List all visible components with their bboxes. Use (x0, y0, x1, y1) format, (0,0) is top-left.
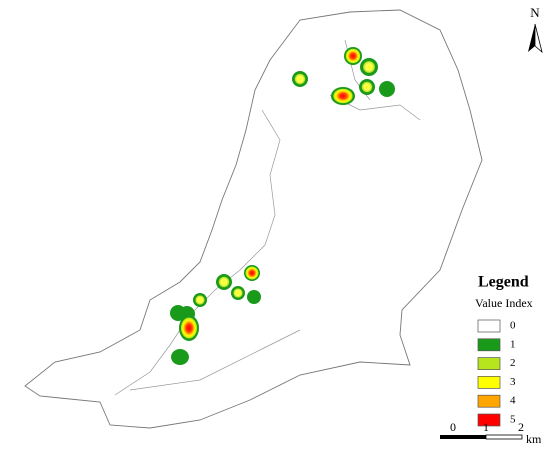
scale-label: 1 (483, 420, 489, 434)
legend-swatch (477, 338, 501, 352)
hotspot (216, 274, 232, 290)
legend-label: 3 (510, 376, 516, 388)
legend: 0 1 2 3 4 5 (477, 319, 516, 427)
hotspot (344, 47, 362, 65)
hotspot (179, 315, 199, 341)
hotspots (170, 47, 395, 365)
north-label: N (530, 5, 540, 20)
scale-label: 2 (518, 420, 524, 434)
hotspot (359, 79, 375, 95)
river (114, 39, 421, 396)
legend-label: 5 (510, 414, 516, 426)
legend-label: 0 (510, 320, 516, 332)
hotspot (292, 71, 308, 87)
hotspot (360, 58, 378, 76)
arrow-half (534, 23, 543, 54)
scale-label: 0 (450, 420, 456, 434)
scale-unit: km (526, 432, 542, 446)
legend-label: 4 (510, 395, 516, 407)
hotspot (247, 290, 261, 304)
hotspot (244, 265, 260, 281)
scale-segment (485, 434, 523, 440)
hotspot (379, 81, 395, 97)
legend-swatch (477, 319, 501, 333)
legend-label: 1 (510, 338, 516, 350)
scale-bar: 0 1 2 km (440, 420, 542, 446)
legend-swatch (477, 413, 501, 427)
legend-swatch (477, 376, 501, 389)
region-outline (24, 9, 483, 429)
north-arrow: N (528, 5, 543, 54)
legend-swatch (477, 394, 501, 408)
legend-swatch (477, 357, 501, 370)
legend-subtitle: Value Index (475, 296, 533, 310)
hotspot (193, 293, 207, 307)
hotspot (331, 87, 355, 105)
hotspot (231, 286, 245, 300)
hotspot (171, 349, 189, 365)
legend-label: 2 (510, 357, 516, 369)
scale-segment (440, 435, 486, 439)
arrow-half (528, 24, 535, 52)
legend-title: Legend (478, 274, 529, 291)
